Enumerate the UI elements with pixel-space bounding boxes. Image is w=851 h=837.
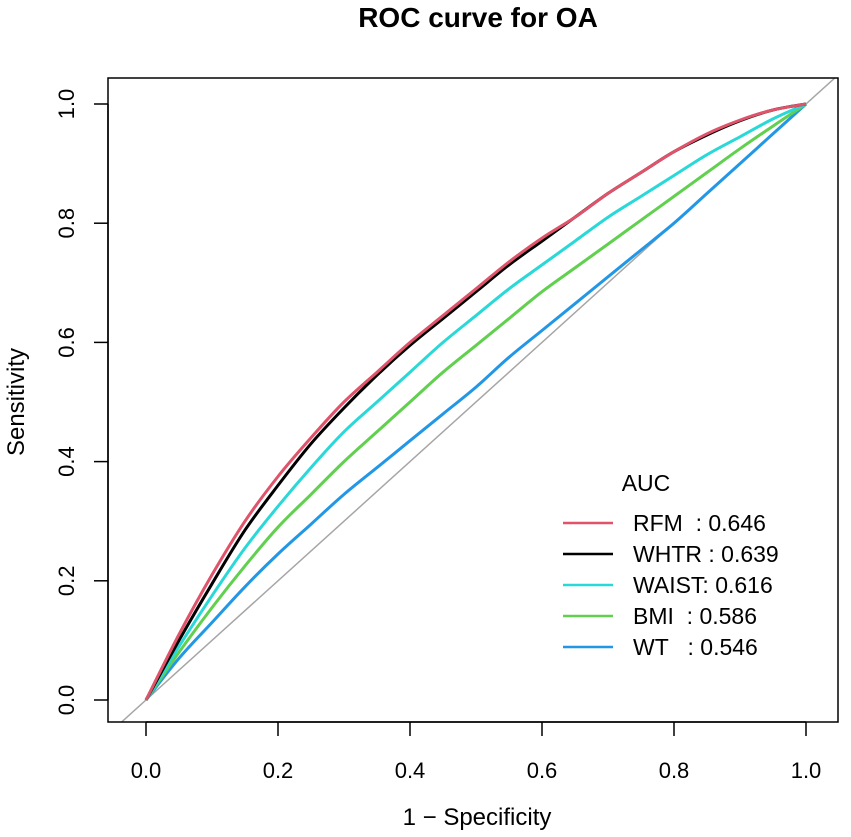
chart-title: ROC curve for OA bbox=[358, 2, 598, 33]
y-tick-label: 0.2 bbox=[54, 566, 79, 597]
x-tick-label: 1.0 bbox=[791, 758, 822, 783]
y-tick-label: 0.6 bbox=[54, 327, 79, 358]
x-tick-label: 0.6 bbox=[527, 758, 558, 783]
reference-diagonal bbox=[120, 78, 836, 722]
y-tick-label: 0.8 bbox=[54, 208, 79, 239]
y-axis-label: Sensitivity bbox=[3, 348, 30, 456]
series-line-wt bbox=[144, 102, 808, 701]
series-line-waist bbox=[144, 102, 807, 701]
legend-title: AUC bbox=[622, 470, 671, 496]
legend-label-waist: WAIST: 0.616 bbox=[633, 572, 773, 598]
x-tick-label: 0.2 bbox=[263, 758, 294, 783]
x-axis-label: 1 − Specificity bbox=[403, 804, 552, 831]
legend-label-whtr: WHTR : 0.639 bbox=[633, 541, 779, 567]
reference-line-layer bbox=[120, 78, 836, 722]
y-tick-label: 1.0 bbox=[54, 89, 79, 120]
series-layer bbox=[144, 102, 808, 701]
x-tick-label: 0.0 bbox=[131, 758, 162, 783]
x-axis: 0.0 0.2 0.4 0.6 0.8 1.0 bbox=[131, 721, 822, 783]
legend: AUC RFM : 0.646 WHTR : 0.639 WAIST: 0.616 B… bbox=[563, 470, 779, 660]
y-tick-label: 0.0 bbox=[54, 685, 79, 716]
legend-label-rfm: RFM : 0.646 bbox=[633, 510, 766, 536]
legend-label-wt: WT : 0.546 bbox=[633, 634, 758, 660]
x-tick-label: 0.4 bbox=[395, 758, 426, 783]
series-line-rfm bbox=[144, 102, 807, 701]
series-line-bmi bbox=[144, 102, 807, 701]
x-tick-label: 0.8 bbox=[659, 758, 690, 783]
y-axis: 0.0 0.2 0.4 0.6 0.8 1.0 bbox=[54, 89, 109, 716]
legend-label-bmi: BMI : 0.586 bbox=[633, 603, 757, 629]
y-tick-label: 0.4 bbox=[54, 446, 79, 477]
